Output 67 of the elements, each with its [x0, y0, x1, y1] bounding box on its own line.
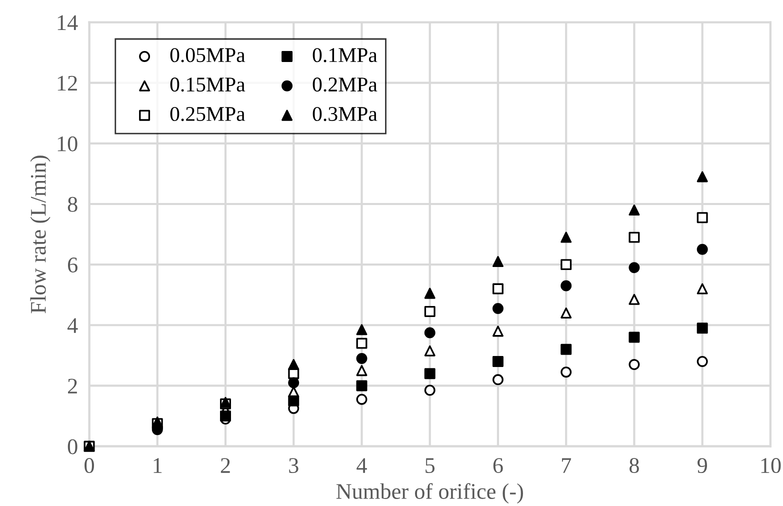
y-tick-label: 10 — [58, 136, 78, 152]
x-tick-label: 7 — [562, 458, 572, 473]
point — [696, 283, 708, 294]
legend-label: 0.2MPa — [312, 78, 378, 92]
point — [288, 359, 300, 370]
point — [560, 280, 572, 292]
y-tick-label: 2 — [68, 378, 77, 394]
x-tick-label: 8 — [630, 458, 639, 474]
point — [356, 380, 368, 392]
point — [696, 322, 708, 334]
point — [628, 294, 640, 305]
point — [424, 306, 436, 318]
point — [560, 366, 572, 378]
x-tick-label: 9 — [698, 458, 707, 474]
point — [220, 410, 231, 422]
point — [560, 344, 572, 355]
point — [560, 232, 572, 243]
x-tick-label: 4 — [356, 458, 367, 473]
legend-label: 0.3MPa — [312, 106, 378, 122]
point — [696, 356, 708, 367]
point — [492, 356, 504, 367]
point — [492, 374, 504, 386]
point — [356, 365, 368, 376]
x-tick-label: 10 — [761, 458, 781, 474]
point — [356, 352, 368, 364]
x-axis-title: Number of orifice (-) — [336, 483, 523, 504]
y-tick-label: 14 — [58, 15, 78, 30]
point — [628, 232, 640, 243]
point — [424, 368, 436, 380]
point — [356, 338, 368, 349]
y-tick-label: 8 — [68, 196, 78, 212]
y-tick-label: 6 — [68, 258, 78, 272]
x-tick-label: 5 — [426, 458, 435, 474]
legend-label: 0.15MPa — [170, 78, 246, 92]
point — [696, 171, 708, 182]
point — [628, 204, 640, 216]
y-tick-label: 12 — [58, 76, 77, 91]
legend-label: 0.05MPa — [170, 48, 246, 62]
x-tick-label: 3 — [289, 458, 298, 474]
point — [288, 395, 300, 406]
point — [424, 288, 436, 299]
y-axis-title: Flow rate (L/min) — [30, 156, 50, 314]
point — [492, 283, 504, 294]
x-tick-label: 6 — [493, 458, 503, 474]
legend-label: 0.25MPa — [170, 106, 246, 122]
point — [424, 345, 436, 356]
point — [560, 308, 572, 319]
point — [628, 332, 640, 343]
point — [696, 212, 708, 224]
point — [356, 324, 368, 336]
point — [696, 244, 708, 255]
point — [356, 394, 368, 405]
x-tick-label: 2 — [220, 458, 230, 473]
x-tick-label: 1 — [154, 458, 162, 473]
point — [288, 377, 300, 388]
x-tick-label: 0 — [84, 458, 94, 474]
point — [424, 327, 436, 338]
point — [492, 326, 504, 337]
point — [492, 256, 504, 268]
point — [628, 359, 640, 370]
point — [424, 384, 436, 396]
legend-label: 0.1MPa — [312, 48, 378, 62]
point — [628, 262, 640, 274]
point — [492, 302, 504, 314]
y-tick-label: 4 — [67, 318, 78, 333]
point — [560, 259, 572, 270]
y-tick-label: 0 — [68, 439, 78, 454]
